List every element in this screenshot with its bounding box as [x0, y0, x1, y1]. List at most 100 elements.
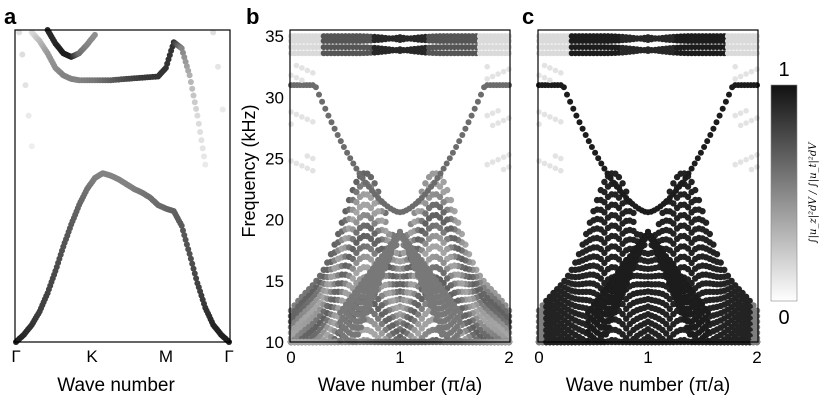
- band-point: [440, 239, 447, 246]
- band-point: [619, 250, 626, 257]
- band-point: [567, 98, 574, 105]
- band-point: [582, 132, 589, 138]
- band-a-point: [182, 236, 189, 243]
- band-point: [619, 210, 626, 217]
- band-point: [552, 153, 559, 159]
- band-a-point: [191, 99, 198, 106]
- band-a-point: [199, 145, 206, 152]
- band-point: [627, 272, 633, 279]
- band-point: [547, 65, 553, 71]
- band-point: [367, 256, 375, 263]
- band-point: [748, 68, 755, 75]
- band-point: [349, 265, 356, 272]
- band-point: [547, 77, 553, 83]
- band-point: [612, 309, 618, 316]
- band-point: [619, 310, 626, 318]
- band-point: [367, 194, 375, 201]
- band-point: [697, 149, 704, 156]
- band-point: [688, 249, 695, 256]
- band-point: [657, 258, 663, 265]
- band-point: [670, 180, 677, 187]
- band-point: [328, 119, 335, 126]
- band-point: [743, 120, 749, 126]
- band-point: [684, 214, 692, 221]
- band-point: [353, 259, 360, 267]
- band-point: [371, 230, 378, 237]
- band-point: [506, 164, 512, 170]
- band-point: [489, 73, 496, 80]
- band-point: [748, 154, 755, 160]
- band-point: [666, 305, 673, 313]
- band-point: [552, 165, 559, 172]
- panel-a-marks: [13, 27, 232, 345]
- band-point: [710, 125, 717, 132]
- band-point: [489, 122, 496, 129]
- band-point: [418, 280, 424, 287]
- band-point: [446, 155, 453, 162]
- band-point: [436, 214, 444, 221]
- band-point: [694, 155, 701, 162]
- colorbar-label: ∫|u_z|²dV / ∫|u_t|²dV: [808, 141, 819, 244]
- band-point: [304, 153, 311, 159]
- band-point: [685, 170, 692, 177]
- band-point: [754, 33, 760, 40]
- band-point: [440, 279, 447, 287]
- band-point: [603, 331, 609, 338]
- band-a-point: [180, 49, 186, 56]
- panel-b-ytick-label: 25: [265, 150, 284, 169]
- band-point: [449, 149, 456, 156]
- band-point: [670, 200, 677, 207]
- band-point: [663, 320, 670, 328]
- band-point: [732, 76, 738, 82]
- band-point: [701, 144, 708, 150]
- band-point: [428, 183, 435, 190]
- panel-b-frame: [289, 29, 511, 343]
- band-point: [688, 229, 695, 236]
- band-point: [371, 220, 378, 227]
- band-point: [576, 119, 583, 126]
- band-point: [440, 178, 447, 186]
- band-point: [663, 272, 669, 279]
- band-point: [367, 302, 373, 309]
- band-point: [623, 305, 630, 313]
- band-point: [552, 116, 559, 123]
- band-point: [358, 324, 364, 331]
- panel-a-xtick-m: M: [159, 347, 173, 366]
- band-point: [443, 160, 450, 167]
- band-a-point: [181, 54, 188, 61]
- band-point: [684, 183, 692, 190]
- band-point: [418, 305, 425, 313]
- band-point: [705, 337, 711, 344]
- band-point: [615, 302, 621, 309]
- band-point: [691, 160, 698, 167]
- band-point: [322, 105, 329, 112]
- band-point: [558, 119, 564, 125]
- panel-a-xtick-gamma-right: Γ: [224, 347, 233, 366]
- band-point: [375, 325, 382, 332]
- band-point: [371, 240, 378, 247]
- band-a-point: [19, 51, 26, 58]
- band-point: [688, 259, 695, 267]
- band-point: [705, 309, 711, 316]
- band-point: [367, 173, 375, 181]
- band-point: [418, 325, 425, 332]
- band-point: [337, 319, 344, 326]
- band-point: [541, 62, 548, 69]
- band-point: [506, 152, 512, 158]
- band-point: [422, 210, 429, 217]
- band-point: [754, 152, 760, 158]
- band-point: [743, 108, 749, 114]
- band-point: [371, 310, 378, 318]
- band-point: [418, 315, 425, 322]
- band-point: [666, 280, 672, 287]
- band-point: [598, 160, 605, 167]
- band-point: [737, 110, 744, 116]
- band-point: [436, 204, 444, 211]
- panel-c-frame: [537, 29, 759, 343]
- band-point: [623, 325, 630, 332]
- panel-b-ytick-label: 20: [265, 211, 284, 230]
- band-point: [288, 109, 294, 115]
- panel-letter-a: a: [4, 4, 17, 29]
- band-point: [601, 209, 608, 216]
- band-point: [459, 132, 466, 138]
